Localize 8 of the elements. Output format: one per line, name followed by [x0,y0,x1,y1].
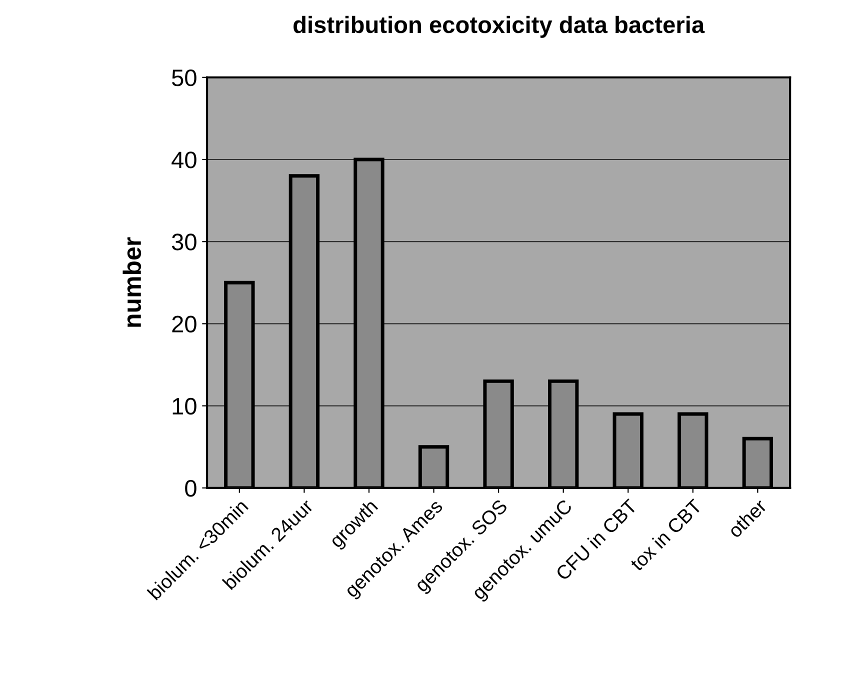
y-tick-label: 20 [172,316,196,332]
chart-title: distribution ecotoxicity data bacteria [294,16,705,38]
y-tick-label: 50 [172,69,196,86]
y-tick-label: 10 [172,398,196,415]
y-tick-label: 0 [185,480,196,497]
y-tick-label: 40 [172,152,196,168]
y-tick-label: 30 [172,234,196,250]
y-axis-title: number [122,237,142,327]
